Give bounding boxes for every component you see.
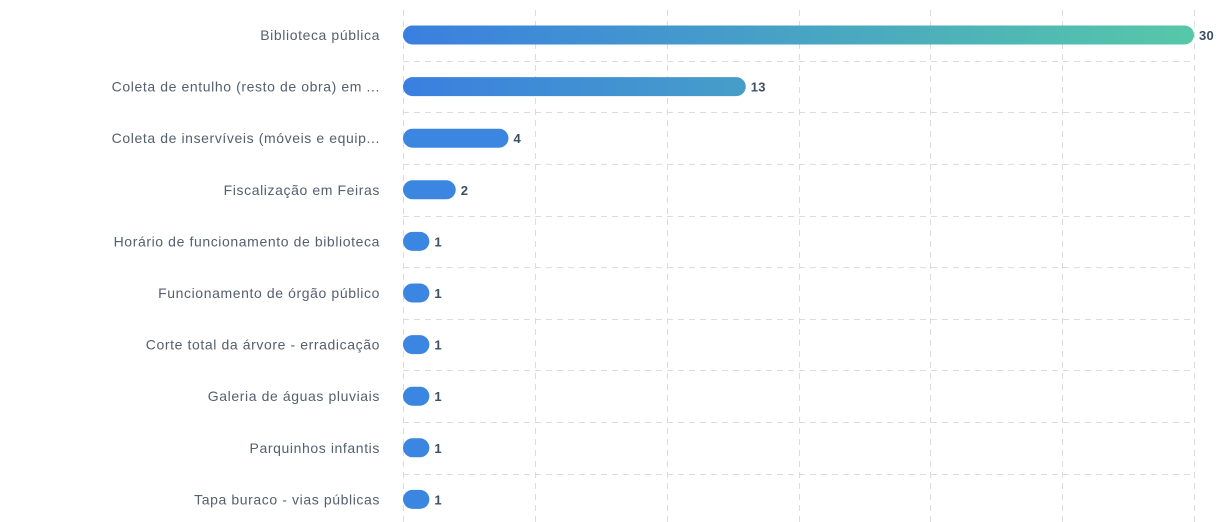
category-label: Corte total da árvore - erradicação bbox=[146, 337, 380, 353]
category-label: Horário de funcionamento de biblioteca bbox=[114, 233, 380, 249]
value-label: 2 bbox=[461, 183, 469, 198]
value-label: 1 bbox=[434, 286, 442, 301]
category-label: Funcionamento de órgão público bbox=[158, 285, 380, 301]
grid bbox=[403, 10, 1195, 522]
bar[interactable] bbox=[403, 25, 1194, 45]
value-label: 1 bbox=[434, 441, 442, 456]
bar[interactable] bbox=[403, 77, 746, 97]
bar[interactable] bbox=[403, 386, 430, 406]
category-label: Biblioteca pública bbox=[260, 27, 380, 43]
category-labels: Biblioteca pública Coleta de entulho (res… bbox=[112, 27, 380, 507]
category-label: Fiscalização em Feiras bbox=[224, 182, 380, 198]
value-label: 30 bbox=[1199, 28, 1214, 43]
bar[interactable] bbox=[403, 128, 509, 148]
value-label: 4 bbox=[513, 131, 521, 146]
category-label: Tapa buraco - vias públicas bbox=[194, 491, 380, 507]
value-label: 1 bbox=[434, 338, 442, 353]
bar[interactable] bbox=[403, 489, 430, 509]
bars bbox=[403, 25, 1194, 509]
category-label: Coleta de entulho (resto de obra) em ... bbox=[112, 79, 380, 95]
value-label: 1 bbox=[434, 492, 442, 507]
category-label: Parquinhos infantis bbox=[250, 440, 380, 456]
category-label: Coleta de inservíveis (móveis e equip... bbox=[112, 130, 380, 146]
category-label: Galeria de águas pluviais bbox=[208, 388, 380, 404]
value-label: 1 bbox=[434, 389, 442, 404]
value-label: 1 bbox=[434, 234, 442, 249]
bar[interactable] bbox=[403, 180, 456, 200]
bar[interactable] bbox=[403, 231, 430, 251]
bar[interactable] bbox=[403, 335, 430, 355]
value-label: 13 bbox=[751, 80, 766, 95]
bar[interactable] bbox=[403, 438, 430, 458]
bar[interactable] bbox=[403, 283, 430, 303]
value-labels: 30 13 4 2 1 1 1 1 1 1 bbox=[434, 28, 1214, 507]
